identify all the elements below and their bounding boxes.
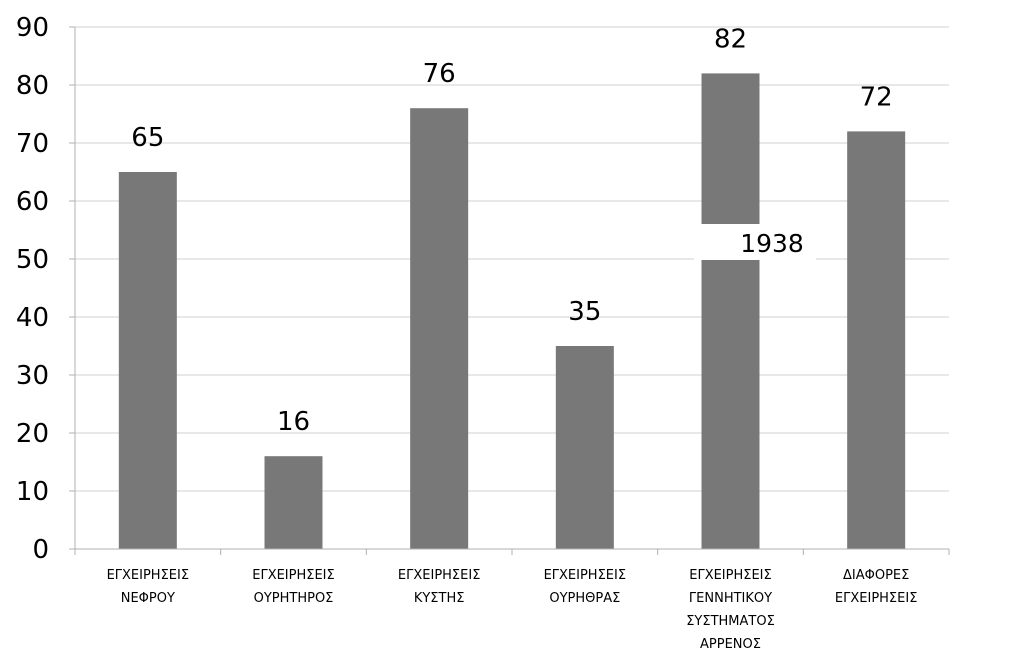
annotation-label: 1938 — [740, 229, 804, 258]
annotation-group: 1938 — [694, 224, 816, 260]
gridlines — [75, 26, 949, 492]
y-tick-label: 70 — [16, 129, 49, 159]
x-axis: ΕΓΧΕΙΡΗΣΕΙΣ ΝΕΦΡΟΥ ΕΓΧΕΙΡΗΣΕΙΣ ΟΥΡΗΤΗΡΟΣ ΕΓΧ… — [74, 548, 950, 652]
y-tick-label: 0 — [32, 535, 49, 565]
bar — [118, 172, 177, 549]
data-label: 35 — [568, 297, 601, 327]
annotation-background — [694, 224, 816, 260]
data-label: 72 — [860, 82, 893, 112]
data-label: 65 — [131, 123, 164, 153]
x-tick-label: ΕΓΧΕΙΡΗΣΕΙΣ ΟΥΡΗΤΗΡΟΣ — [252, 568, 335, 606]
bar — [555, 346, 614, 549]
y-tick-label: 30 — [16, 361, 49, 391]
y-tick-label: 50 — [16, 245, 49, 275]
x-tick-label: ΔΙΑΦΟΡΕΣ ΕΓΧΕΙΡΗΣΕΙΣ — [835, 568, 918, 606]
y-tick-label: 40 — [16, 303, 49, 333]
y-axis: 0 10 20 30 40 50 60 70 80 90 — [16, 13, 76, 565]
y-tick-label: 10 — [16, 477, 49, 507]
x-tick-label: ΕΓΧΕΙΡΗΣΕΙΣ ΚΥΣΤΗΣ — [398, 568, 481, 606]
data-label: 16 — [277, 407, 310, 437]
bar — [701, 73, 760, 550]
bar — [410, 108, 469, 549]
bars — [118, 73, 906, 550]
y-tick-label: 60 — [16, 187, 49, 217]
bar — [264, 456, 323, 549]
data-label: 82 — [714, 24, 747, 54]
y-tick-label: 90 — [16, 13, 49, 43]
x-tick-label: ΕΓΧΕΙΡΗΣΕΙΣ ΝΕΦΡΟΥ — [107, 568, 190, 606]
x-tick-label: ΕΓΧΕΙΡΗΣΕΙΣ ΓΕΝΝΗΤΙΚΟΥ ΣΥΣΤΗΜΑΤΟΣ ΑΡΡΕΝΟΣ — [686, 568, 775, 652]
data-labels: 65 16 76 35 82 72 — [131, 24, 892, 437]
x-tick-label: ΕΓΧΕΙΡΗΣΕΙΣ ΟΥΡΗΘΡΑΣ — [544, 568, 627, 606]
bar — [847, 131, 906, 549]
y-tick-label: 80 — [16, 71, 49, 101]
data-label: 76 — [423, 59, 456, 89]
y-tick-label: 20 — [16, 419, 49, 449]
